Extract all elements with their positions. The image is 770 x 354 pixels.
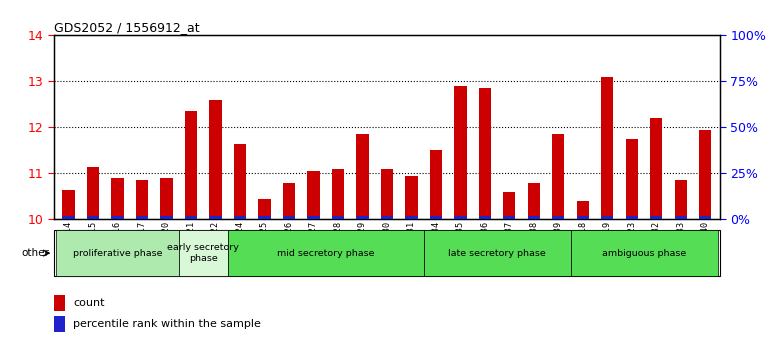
Bar xyxy=(357,135,369,219)
Bar xyxy=(479,216,491,219)
Text: ambiguous phase: ambiguous phase xyxy=(602,249,686,258)
Bar xyxy=(136,216,148,219)
Bar xyxy=(209,216,222,219)
Bar xyxy=(675,216,687,219)
Bar xyxy=(552,135,564,219)
Bar xyxy=(699,130,711,219)
Text: count: count xyxy=(73,298,105,308)
Bar xyxy=(650,118,662,219)
Bar xyxy=(56,230,179,276)
Bar xyxy=(259,216,270,219)
Bar xyxy=(54,295,65,311)
Bar xyxy=(454,86,467,219)
Bar xyxy=(381,216,393,219)
Bar xyxy=(112,178,124,219)
Bar xyxy=(577,201,589,219)
Text: late secretory phase: late secretory phase xyxy=(448,249,546,258)
Text: GDS2052 / 1556912_at: GDS2052 / 1556912_at xyxy=(54,21,199,34)
Bar xyxy=(454,216,467,219)
Bar xyxy=(112,216,124,219)
Bar xyxy=(234,144,246,219)
Bar xyxy=(332,169,344,219)
Bar xyxy=(283,216,295,219)
Bar xyxy=(601,77,614,219)
Bar xyxy=(185,112,197,219)
Text: percentile rank within the sample: percentile rank within the sample xyxy=(73,319,261,329)
Bar xyxy=(179,230,228,276)
Bar xyxy=(136,181,148,219)
Bar xyxy=(430,150,442,219)
Bar xyxy=(307,216,320,219)
Bar xyxy=(675,181,687,219)
Bar xyxy=(527,216,540,219)
Bar xyxy=(259,199,270,219)
Bar xyxy=(430,216,442,219)
Bar xyxy=(62,216,75,219)
Text: early secretory
phase: early secretory phase xyxy=(167,244,239,263)
Bar xyxy=(479,88,491,219)
Bar xyxy=(504,216,515,219)
Bar xyxy=(626,139,638,219)
Bar xyxy=(62,190,75,219)
Bar xyxy=(424,230,571,276)
Bar xyxy=(87,166,99,219)
Bar xyxy=(577,216,589,219)
Bar xyxy=(650,216,662,219)
Bar xyxy=(54,316,65,332)
Bar xyxy=(234,216,246,219)
Bar xyxy=(601,216,614,219)
Text: proliferative phase: proliferative phase xyxy=(73,249,162,258)
Bar xyxy=(504,192,515,219)
Bar xyxy=(160,216,172,219)
Bar xyxy=(405,176,417,219)
Bar xyxy=(699,216,711,219)
Bar xyxy=(527,183,540,219)
Text: mid secretory phase: mid secretory phase xyxy=(277,249,374,258)
Bar xyxy=(357,216,369,219)
Bar xyxy=(571,230,718,276)
Bar xyxy=(381,169,393,219)
Bar xyxy=(209,100,222,219)
Bar xyxy=(405,216,417,219)
Bar xyxy=(307,171,320,219)
Bar xyxy=(87,216,99,219)
Bar xyxy=(332,216,344,219)
Bar xyxy=(185,216,197,219)
Bar xyxy=(160,178,172,219)
Bar xyxy=(626,216,638,219)
Bar xyxy=(552,216,564,219)
Bar xyxy=(228,230,424,276)
Bar xyxy=(283,183,295,219)
Text: other: other xyxy=(21,248,49,258)
